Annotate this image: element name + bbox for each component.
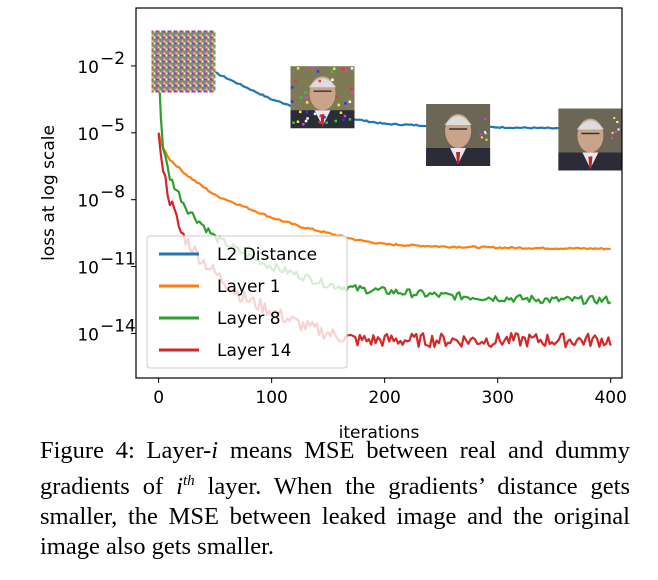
y-tick-exponent: −11 [100,250,136,270]
legend: L2 Distance Layer 1 Layer 8 Layer 14 [146,235,348,369]
face-image-3 [558,108,623,171]
caption-var-2: i [176,473,183,501]
legend-label: Layer 1 [217,277,281,297]
y-tick-exponent: −14 [100,316,136,336]
face-image-1 [290,66,355,129]
x-axis-label: iterations [339,423,420,440]
caption-text-2: layer. When the gradients’ distance gets… [40,473,630,561]
x-tick-label: 200 [368,388,400,408]
x-tick-label: 400 [594,388,626,408]
annotation-images [151,30,623,171]
legend-label: Layer 14 [217,341,291,361]
face-image-2 [426,104,491,166]
y-tick-exponent: −8 [100,183,125,203]
series-line-l2-distance [158,42,612,131]
noise-image [151,30,216,93]
y-tick-exponent: −2 [100,49,125,69]
y-tick-label: 10 [77,192,99,212]
legend-label: Layer 8 [217,309,281,329]
y-tick-label: 10 [77,325,99,345]
plot-frame [135,7,623,379]
legend-label: L2 Distance [217,245,317,265]
y-tick-label: 10 [77,259,99,279]
legend-box [146,235,348,369]
y-tick-label: 10 [77,125,99,145]
x-tick-label: 300 [481,388,513,408]
y-axis-label: loss at log scale [39,125,59,261]
x-axis-ticks: 0 100 200 300 400 [153,378,627,408]
y-tick-exponent: −5 [100,116,125,136]
x-tick-label: 100 [255,388,287,408]
figure-caption: Figure 4: Layer-i means MSE between real… [40,436,630,562]
series-line-layer-1 [157,132,611,251]
caption-sup: th [182,473,195,489]
y-tick-label: 10 [77,58,99,78]
caption-label: Figure 4: Layer- [40,437,212,464]
caption-text-1: means MSE between real and dummy gradien… [40,437,630,501]
x-tick-label: 0 [153,388,164,408]
caption-var: i [211,437,219,464]
